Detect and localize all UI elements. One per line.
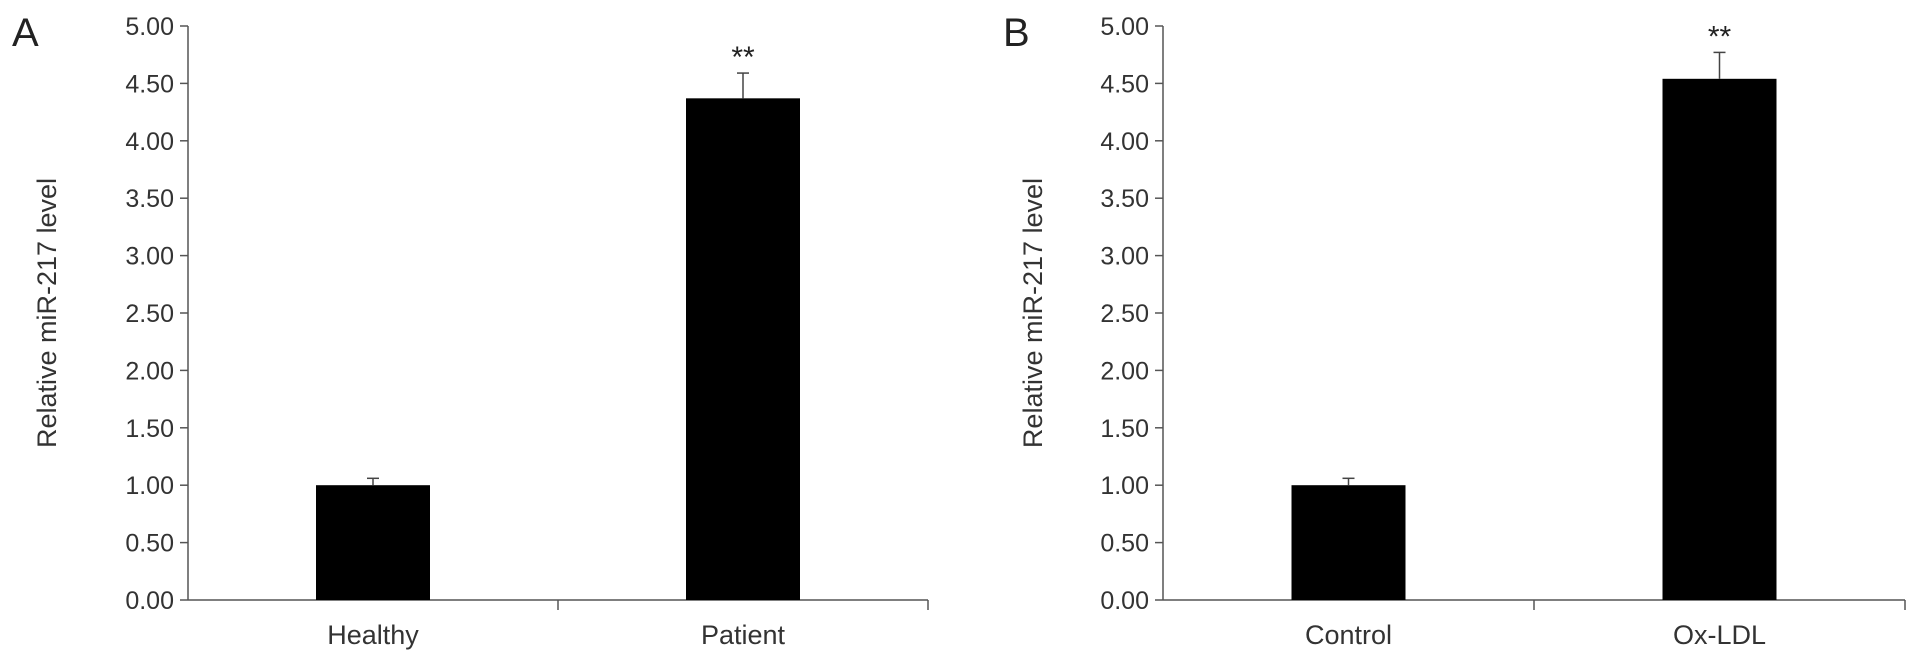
x-category-label: Patient xyxy=(701,620,786,650)
y-tick-label: 0.50 xyxy=(1100,530,1149,558)
x-category-label: Healthy xyxy=(327,620,419,650)
y-tick-label: 2.00 xyxy=(125,357,174,385)
y-tick-label: 0.00 xyxy=(1100,587,1149,615)
bar xyxy=(1291,485,1406,600)
y-tick-label: 4.00 xyxy=(1100,128,1149,156)
y-tick-label: 0.50 xyxy=(125,530,174,558)
y-tick-label: 4.00 xyxy=(125,128,174,156)
y-tick-label: 1.00 xyxy=(1100,472,1149,500)
x-category-label: Ox-LDL xyxy=(1673,620,1766,650)
y-tick-label: 3.50 xyxy=(1100,185,1149,213)
bar xyxy=(686,98,800,600)
y-tick-label: 4.50 xyxy=(1100,70,1149,98)
y-tick-label: 2.50 xyxy=(125,300,174,328)
panel-letter: A xyxy=(12,11,39,55)
panel-a: A Relative miR-217 level 0.00 0.50 1.00 1.50 2… xyxy=(12,11,929,650)
y-tick-label: 5.00 xyxy=(1100,13,1149,41)
panel-b: B Relative miR-217 level 0.00 0.50 1.00 1.50 2… xyxy=(1003,11,1906,650)
significance-marker: ** xyxy=(1708,20,1732,53)
y-tick-label: 1.50 xyxy=(1100,415,1149,443)
y-tick-label: 3.50 xyxy=(125,185,174,213)
y-tick-label: 1.00 xyxy=(125,472,174,500)
x-category-label: Control xyxy=(1305,620,1392,650)
y-tick-label: 3.00 xyxy=(1100,243,1149,271)
y-axis-title: Relative miR-217 level xyxy=(32,178,62,448)
bar xyxy=(316,485,430,600)
y-tick-label: 2.50 xyxy=(1100,300,1149,328)
y-tick-label: 5.00 xyxy=(125,13,174,41)
y-tick-label: 2.00 xyxy=(1100,357,1149,385)
y-tick-label: 0.00 xyxy=(125,587,174,615)
panel-letter: B xyxy=(1003,11,1030,55)
significance-marker: ** xyxy=(731,41,755,74)
y-axis-title: Relative miR-217 level xyxy=(1018,178,1048,448)
y-tick-label: 1.50 xyxy=(125,415,174,443)
bar xyxy=(1662,78,1777,601)
y-tick-label: 3.00 xyxy=(125,243,174,271)
y-tick-label: 4.50 xyxy=(125,70,174,98)
